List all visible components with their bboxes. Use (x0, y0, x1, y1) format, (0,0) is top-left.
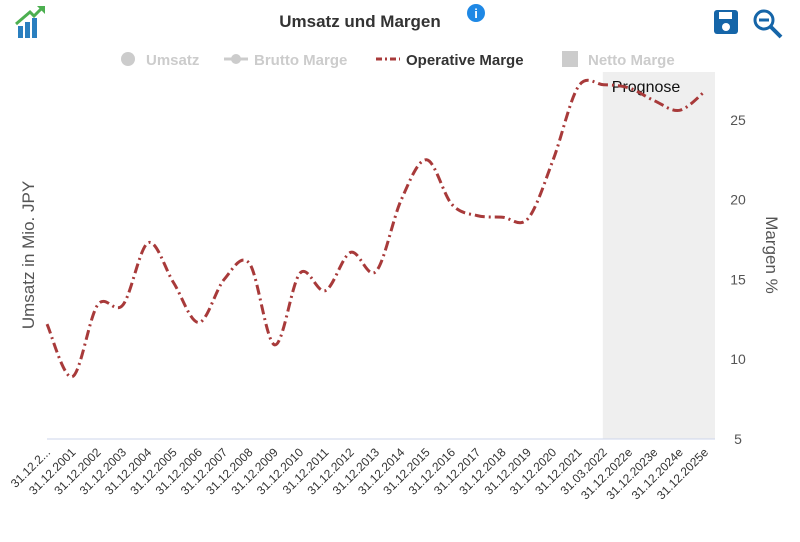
y2-tick-label: 20 (730, 192, 746, 208)
legend-item[interactable]: Brutto Marge (224, 52, 347, 69)
chart-title: Umsatz und Margen (279, 12, 441, 31)
info-icon[interactable]: i (467, 4, 485, 22)
svg-text:i: i (474, 6, 478, 21)
forecast-band (602, 72, 715, 439)
legend-label: Operative Marge (406, 52, 524, 69)
legend-symbol (562, 51, 578, 67)
legend-item[interactable]: Umsatz (121, 52, 199, 69)
legend-label: Umsatz (146, 52, 199, 69)
plot-area: Prognose51015202531.12.2...31.12.200131.… (8, 72, 746, 502)
legend-item[interactable]: Netto Marge (562, 51, 675, 69)
forecast-label: Prognose (612, 79, 681, 96)
app-icon[interactable] (15, 6, 45, 38)
y2-tick-label: 15 (730, 271, 746, 287)
save-icon[interactable] (714, 10, 738, 34)
y2-tick-label: 5 (734, 431, 742, 447)
zoom-icon[interactable] (753, 9, 783, 39)
y2-tick-label: 10 (730, 351, 746, 367)
legend: Umsatz Brutto Marge Operative Marge Netto M… (121, 51, 675, 69)
y2-tick-label: 25 (730, 112, 746, 128)
y-axis-label: Umsatz in Mio. JPY (19, 181, 38, 329)
y2-axis-label: Margen % (762, 216, 781, 293)
legend-symbol (231, 54, 241, 64)
legend-label: Netto Marge (588, 52, 675, 69)
legend-label: Brutto Marge (254, 52, 347, 69)
legend-item[interactable]: Operative Marge (376, 52, 524, 69)
legend-symbol (121, 52, 135, 66)
